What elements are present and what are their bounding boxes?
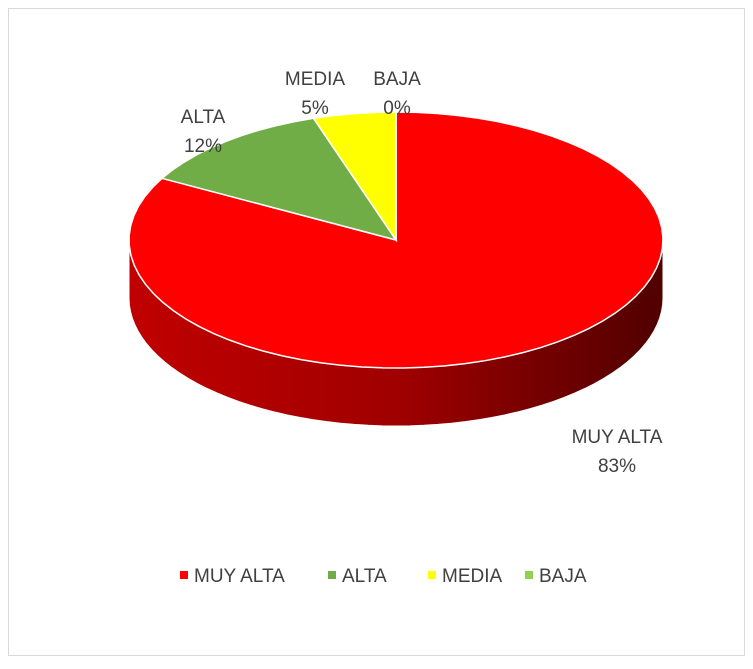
legend-label: ALTA	[342, 566, 387, 587]
data-label-value: 83%	[598, 456, 636, 477]
pie-tops	[128, 111, 664, 369]
data-label-category: BAJA	[373, 69, 421, 90]
data-label-category: ALTA	[181, 107, 226, 128]
data-label-value: 5%	[301, 98, 329, 119]
data-label-value: 0%	[383, 98, 411, 119]
data-label-category: MEDIA	[285, 69, 346, 90]
data-labels: MUY ALTA 83% ALTA 12% MEDIA 5% BAJA 0%	[181, 69, 663, 477]
legend-swatch	[328, 571, 336, 579]
pie-slice	[160, 117, 398, 242]
legend-swatch	[525, 571, 533, 579]
data-label-value: 12%	[184, 136, 222, 157]
legend-label: BAJA	[539, 566, 587, 587]
legend-swatch	[180, 571, 188, 579]
legend: MUY ALTA ALTA MEDIA BAJA	[180, 566, 587, 587]
legend-label: MUY ALTA	[194, 566, 285, 587]
legend-label: MEDIA	[442, 566, 503, 587]
data-label-category: MUY ALTA	[572, 427, 663, 448]
legend-swatch	[428, 571, 436, 579]
